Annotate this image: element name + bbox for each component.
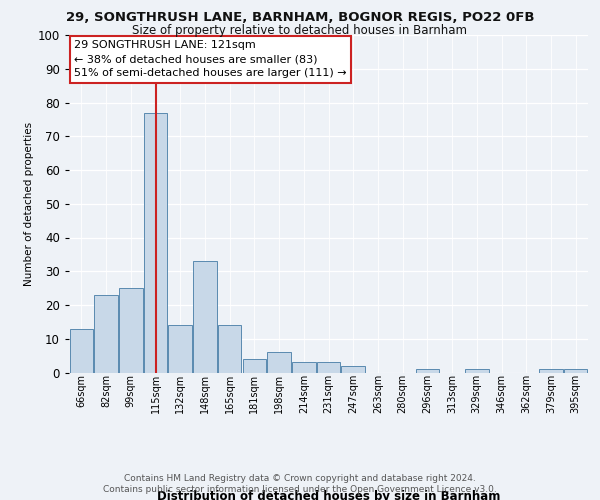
Bar — [465, 369, 488, 372]
Bar — [416, 369, 439, 372]
Bar — [119, 288, 143, 372]
X-axis label: Distribution of detached houses by size in Barnham: Distribution of detached houses by size … — [157, 490, 500, 500]
Bar — [317, 362, 340, 372]
Bar — [169, 325, 192, 372]
Bar — [144, 112, 167, 372]
Bar — [564, 369, 587, 372]
Bar — [268, 352, 291, 372]
Bar — [539, 369, 563, 372]
Bar — [94, 295, 118, 372]
Text: Size of property relative to detached houses in Barnham: Size of property relative to detached ho… — [133, 24, 467, 37]
Bar — [218, 325, 241, 372]
Text: 29 SONGTHRUSH LANE: 121sqm
← 38% of detached houses are smaller (83)
51% of semi: 29 SONGTHRUSH LANE: 121sqm ← 38% of deta… — [74, 40, 347, 78]
Bar — [341, 366, 365, 372]
Bar — [292, 362, 316, 372]
Bar — [70, 328, 93, 372]
Text: 29, SONGTHRUSH LANE, BARNHAM, BOGNOR REGIS, PO22 0FB: 29, SONGTHRUSH LANE, BARNHAM, BOGNOR REG… — [66, 11, 534, 24]
Bar — [193, 261, 217, 372]
Y-axis label: Number of detached properties: Number of detached properties — [23, 122, 34, 286]
Text: Contains HM Land Registry data © Crown copyright and database right 2024.
Contai: Contains HM Land Registry data © Crown c… — [103, 474, 497, 494]
Bar — [242, 359, 266, 372]
